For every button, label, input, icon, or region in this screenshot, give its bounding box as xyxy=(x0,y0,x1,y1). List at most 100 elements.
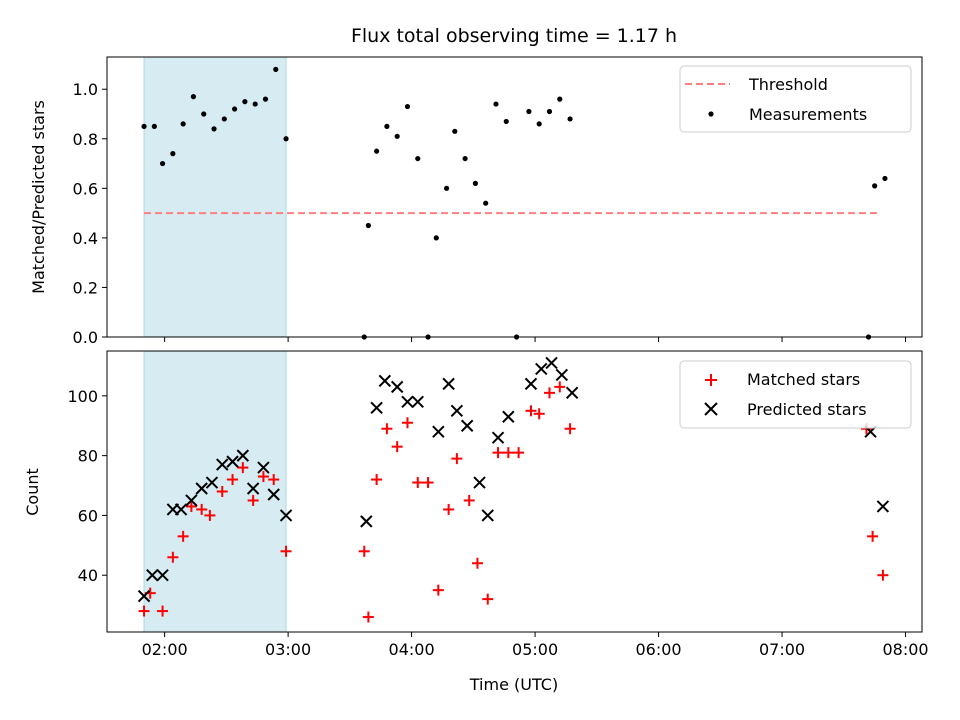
measurement-point xyxy=(557,96,563,102)
matched-star-point xyxy=(167,551,179,563)
matched-star-point xyxy=(371,474,383,486)
predicted-star-point xyxy=(401,395,414,409)
measurement-point xyxy=(384,123,390,129)
bottom-x-tick-label: 04:00 xyxy=(389,640,435,659)
predicted-star-point xyxy=(390,380,404,394)
legend-measurements-swatch xyxy=(708,111,714,117)
predicted-star-point xyxy=(195,482,208,495)
bottom-panel: 40 60 80 100 02:00 03:00 04:00 05:00 06:00 07:00 0… xyxy=(23,350,929,659)
matched-star-point xyxy=(432,584,444,596)
measurement-point xyxy=(872,183,878,189)
bottom-x-tick-label: 06:00 xyxy=(636,640,682,659)
legend-predicted-label: Predicted stars xyxy=(747,400,867,419)
top-y-tick-label: 0.0 xyxy=(73,328,98,347)
top-y-tick-label: 0.4 xyxy=(73,229,98,248)
measurement-point xyxy=(273,66,279,72)
predicted-star-point xyxy=(460,419,474,432)
matched-star-point xyxy=(204,509,216,521)
matched-star-point xyxy=(533,408,545,420)
legend-matched-swatch xyxy=(705,374,717,386)
predicted-star-point xyxy=(555,368,569,382)
bottom-y-tick-label: 80 xyxy=(78,447,98,466)
measurement-point xyxy=(374,148,380,154)
measurement-point xyxy=(483,200,489,206)
matched-star-point xyxy=(443,503,455,515)
bottom-plot-frame xyxy=(106,350,923,633)
matched-star-point xyxy=(412,477,424,489)
bottom-x-tick-label: 03:00 xyxy=(265,640,311,659)
measurement-point xyxy=(159,160,166,167)
matched-star-point xyxy=(482,593,494,605)
matched-star-point xyxy=(381,423,393,435)
bottom-y-tick-label: 100 xyxy=(67,387,98,406)
bottom-x-tick-label: 08:00 xyxy=(882,640,928,659)
predicted-star-point xyxy=(565,386,579,400)
measurement-point xyxy=(262,96,269,102)
measurement-point xyxy=(151,123,157,129)
matched-star-point xyxy=(157,605,169,617)
predicted-star-point xyxy=(267,488,280,501)
legend-matched-label: Matched stars xyxy=(747,370,860,389)
measurement-point xyxy=(443,185,450,191)
matched-star-point xyxy=(257,471,269,483)
top-y-tick-label: 0.6 xyxy=(73,179,98,198)
predicted-star-point xyxy=(360,515,373,528)
top-y-tick-label: 0.8 xyxy=(73,130,98,149)
bottom-y-axis-label: Count xyxy=(23,468,42,516)
matched-star-point xyxy=(564,423,576,435)
predicted-star-point xyxy=(876,500,890,513)
matched-star-point xyxy=(227,474,239,486)
predicted-star-point xyxy=(491,431,505,444)
predicted-star-point xyxy=(226,455,239,468)
predicted-star-point xyxy=(378,374,392,388)
measurement-point xyxy=(462,155,468,162)
predicted-star-point xyxy=(279,509,293,522)
predicted-star-point xyxy=(450,404,464,417)
predicted-star-point xyxy=(137,589,151,603)
measurement-point xyxy=(567,116,573,122)
bottom-x-tick-label: 02:00 xyxy=(142,640,188,659)
measurement-point xyxy=(252,101,258,107)
matched-star-point xyxy=(237,462,249,474)
matched-star-point xyxy=(358,545,370,557)
predicted-star-point xyxy=(205,476,219,489)
matched-star-point xyxy=(422,477,434,489)
measurement-point xyxy=(211,126,217,132)
predicted-star-point xyxy=(481,509,494,522)
measurement-point xyxy=(882,175,888,182)
measurement-point xyxy=(394,133,400,139)
top-panel: 0.0 0.2 0.4 0.6 0.8 1.0 Threshold Measurement… xyxy=(29,56,923,347)
measurement-point xyxy=(283,136,289,142)
matched-star-point xyxy=(216,486,228,497)
predicted-star-point xyxy=(174,503,188,516)
measurement-point xyxy=(221,116,227,122)
matched-star-point xyxy=(554,381,566,393)
predicted-star-point xyxy=(432,425,445,438)
matched-star-point xyxy=(867,530,879,542)
predicted-star-point xyxy=(524,377,538,391)
bottom-legend: Matched stars Predicted stars xyxy=(679,360,912,429)
top-y-axis-label: Matched/Predicted stars xyxy=(29,100,48,294)
top-legend-box xyxy=(679,65,912,133)
top-y-tick-label: 0.2 xyxy=(73,278,98,297)
bottom-y-tick-label: 60 xyxy=(78,506,98,525)
predicted-star-point xyxy=(502,410,515,423)
measurement-point xyxy=(452,128,458,134)
matched-star-point xyxy=(502,447,514,459)
bottom-legend-box xyxy=(679,360,912,429)
matched-star-point xyxy=(268,474,280,486)
top-y-tick-label: 1.0 xyxy=(73,80,98,99)
predicted-star-point xyxy=(370,401,383,415)
measurement-point xyxy=(201,111,207,117)
matched-star-point xyxy=(492,447,504,459)
bottom-shaded-span xyxy=(143,350,287,633)
measurement-point xyxy=(493,101,499,107)
matched-star-point xyxy=(247,494,259,506)
measurement-point xyxy=(190,94,197,100)
matched-star-point xyxy=(362,611,374,623)
legend-threshold-label: Threshold xyxy=(748,75,828,94)
matched-star-point xyxy=(196,503,208,515)
matched-star-point xyxy=(401,417,413,429)
bottom-x-tick-label: 07:00 xyxy=(759,640,805,659)
